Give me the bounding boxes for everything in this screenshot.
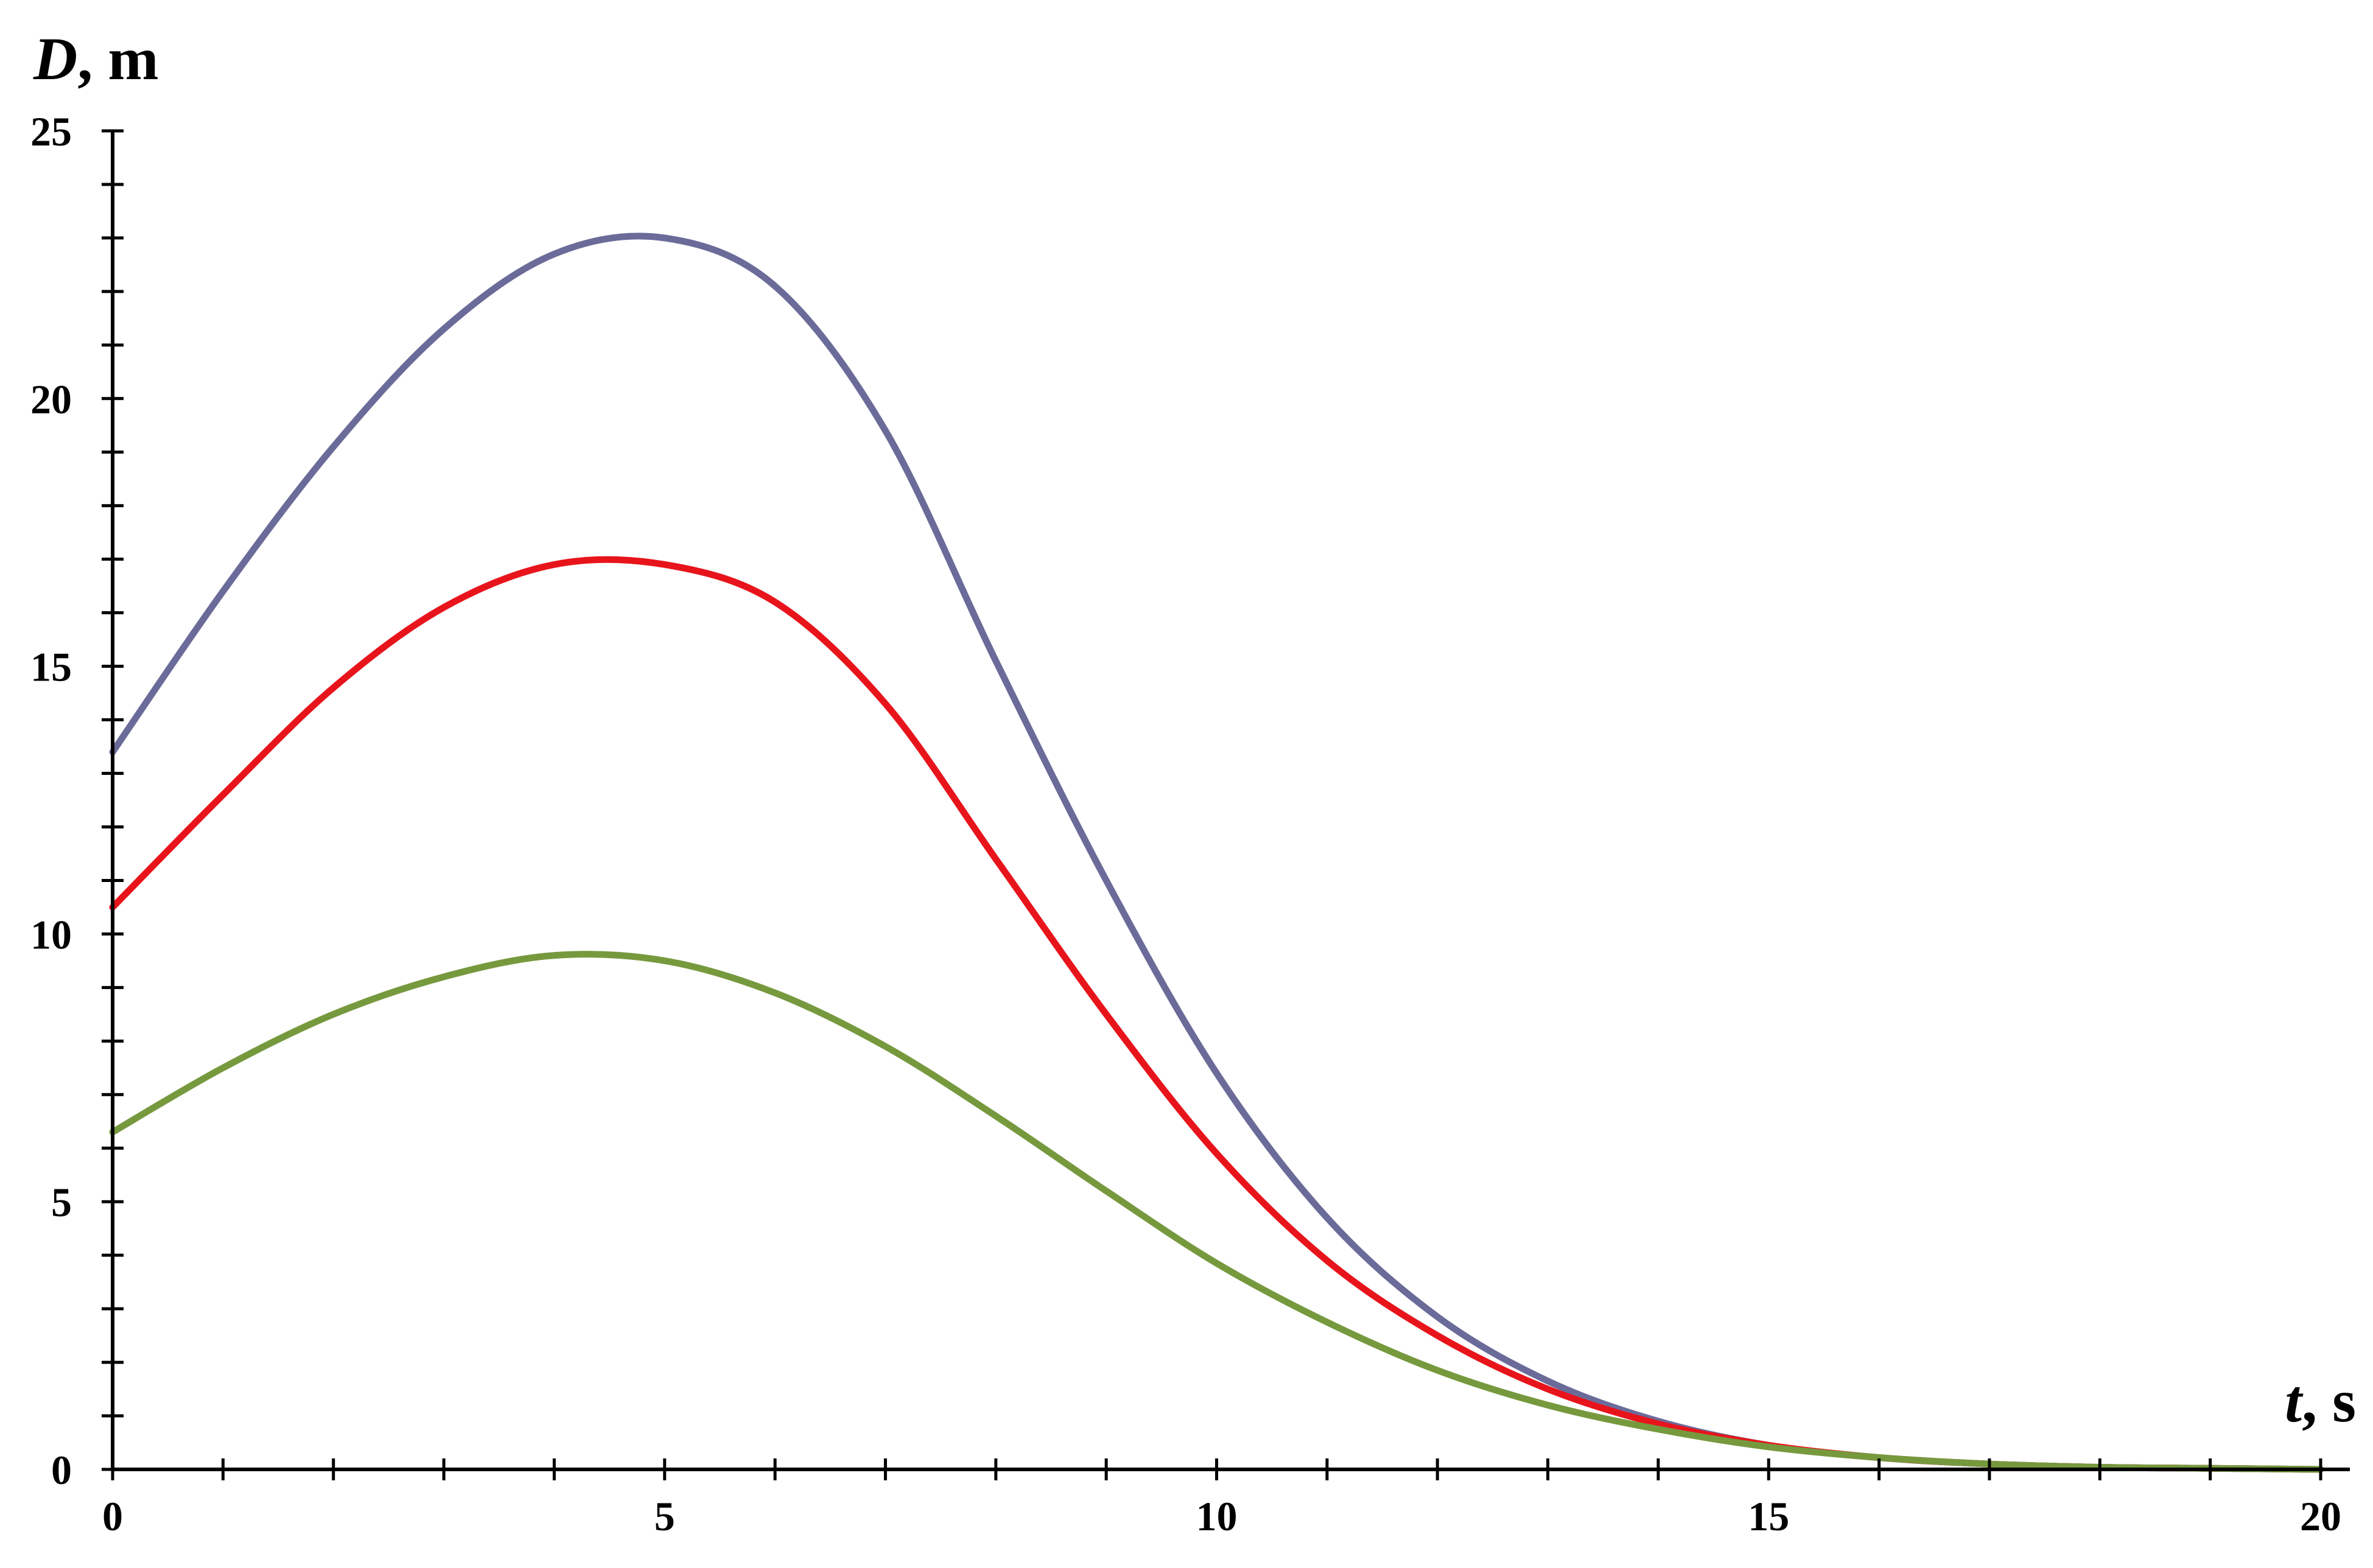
x-tick-label: 15	[1748, 1493, 1789, 1539]
y-tick-label: 0	[51, 1447, 72, 1493]
y-axis-title: D, m	[33, 25, 159, 93]
x-axis-title: t, s	[2285, 1367, 2356, 1435]
y-axis-unit: , m	[77, 25, 158, 93]
x-tick-label: 20	[2300, 1493, 2341, 1539]
x-tick-label: 5	[654, 1493, 675, 1539]
axes-layer	[111, 131, 2350, 1471]
y-tick-label: 15	[30, 644, 72, 690]
x-axis-unit: , s	[2302, 1367, 2356, 1435]
tick-labels-layer: 0 5 10 15 20 0 5 10 15 20 25	[30, 108, 2341, 1539]
y-axis-variable: D	[33, 25, 77, 93]
x-tick-label: 10	[1196, 1493, 1238, 1539]
y-tick-label: 25	[30, 108, 72, 155]
series-line-2	[109, 556, 2324, 1473]
series-line-3	[109, 951, 2324, 1473]
y-tick-label: 20	[30, 376, 72, 422]
y-tick-label: 5	[51, 1179, 72, 1225]
y-tick-label: 10	[30, 911, 72, 957]
ticks-layer	[102, 129, 2322, 1480]
x-axis-variable: t	[2285, 1367, 2304, 1435]
series-layer	[109, 233, 2324, 1473]
series-line-1	[109, 233, 2324, 1473]
x-tick-label: 0	[102, 1493, 123, 1539]
